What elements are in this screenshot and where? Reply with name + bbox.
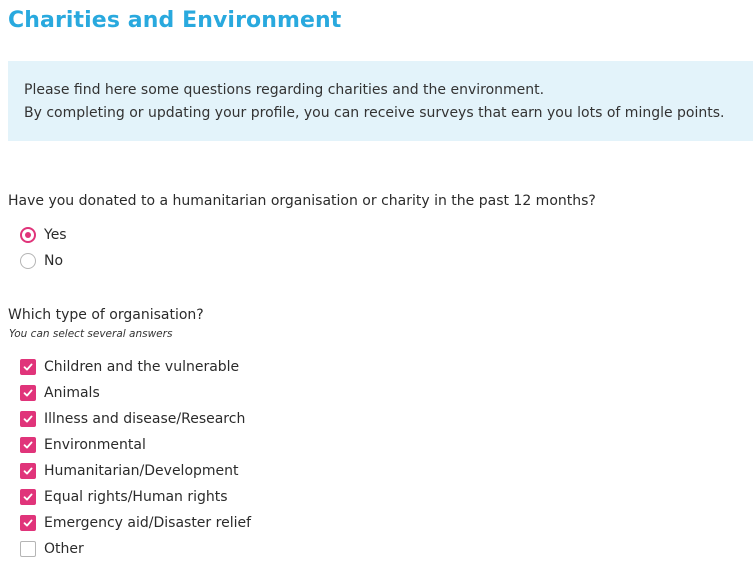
- radio-no-icon[interactable]: [20, 253, 36, 269]
- question-organisation-type: Which type of organisation?: [8, 307, 204, 323]
- info-text-line-2: By completing or updating your profile, …: [24, 105, 725, 121]
- radio-no-label[interactable]: No: [44, 253, 64, 269]
- checkbox-illness-label[interactable]: Illness and disease/Research: [44, 411, 246, 427]
- checkbox-option-animals[interactable]: Animals: [20, 380, 251, 406]
- question-hint: You can select several answers: [9, 328, 173, 340]
- checkbox-option-other[interactable]: Other: [20, 536, 251, 562]
- checkbox-equal-rights-label[interactable]: Equal rights/Human rights: [44, 489, 228, 505]
- checkbox-option-equal-rights[interactable]: Equal rights/Human rights: [20, 484, 251, 510]
- checkbox-option-emergency[interactable]: Emergency aid/Disaster relief: [20, 510, 251, 536]
- checkbox-animals-icon[interactable]: [20, 385, 36, 401]
- checkbox-environmental-label[interactable]: Environmental: [44, 437, 146, 453]
- checkbox-other-label[interactable]: Other: [44, 541, 84, 557]
- organisation-checkbox-group: Children and the vulnerable Animals Illn…: [20, 354, 251, 562]
- radio-yes-label[interactable]: Yes: [44, 227, 67, 243]
- question-donated: Have you donated to a humanitarian organ…: [8, 193, 596, 209]
- checkbox-emergency-label[interactable]: Emergency aid/Disaster relief: [44, 515, 252, 531]
- checkbox-other-icon[interactable]: [20, 541, 36, 557]
- donated-radio-group: Yes No: [20, 222, 67, 274]
- checkbox-option-environmental[interactable]: Environmental: [20, 432, 251, 458]
- info-text-line-1: Please find here some questions regardin…: [24, 82, 545, 98]
- checkbox-humanitarian-icon[interactable]: [20, 463, 36, 479]
- checkbox-environmental-icon[interactable]: [20, 437, 36, 453]
- radio-option-yes[interactable]: Yes: [20, 222, 67, 248]
- info-banner: Please find here some questions regardin…: [8, 61, 753, 141]
- radio-option-no[interactable]: No: [20, 248, 67, 274]
- checkbox-option-children[interactable]: Children and the vulnerable: [20, 354, 251, 380]
- checkbox-illness-icon[interactable]: [20, 411, 36, 427]
- checkbox-humanitarian-label[interactable]: Humanitarian/Development: [44, 463, 239, 479]
- checkbox-option-illness[interactable]: Illness and disease/Research: [20, 406, 251, 432]
- checkbox-animals-label[interactable]: Animals: [44, 385, 100, 401]
- checkbox-emergency-icon[interactable]: [20, 515, 36, 531]
- checkbox-option-humanitarian[interactable]: Humanitarian/Development: [20, 458, 251, 484]
- checkbox-equal-rights-icon[interactable]: [20, 489, 36, 505]
- page-title: Charities and Environment: [8, 8, 342, 33]
- checkbox-children-icon[interactable]: [20, 359, 36, 375]
- radio-yes-icon[interactable]: [20, 227, 36, 243]
- checkbox-children-label[interactable]: Children and the vulnerable: [44, 359, 240, 375]
